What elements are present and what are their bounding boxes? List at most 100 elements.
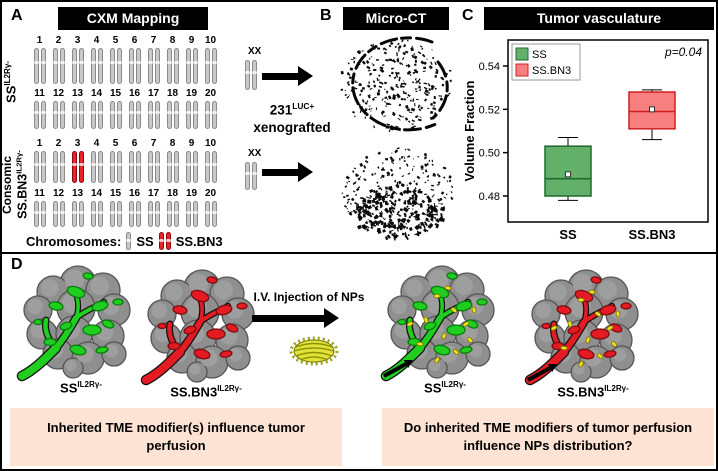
chromosome-number: 15	[109, 188, 122, 199]
panel-d-letter: D	[11, 256, 23, 273]
np-stripe	[293, 347, 335, 352]
vessel-patch	[455, 300, 473, 312]
chromosome-pair-17	[147, 201, 160, 227]
vessel-patch	[446, 272, 458, 280]
chromosome-gray	[90, 201, 96, 227]
caption-left: Inherited TME modifier(s) influence tumo…	[10, 408, 342, 466]
chromosome-number: 5	[112, 138, 119, 149]
group2-strain-label: SS.BN3IL2Rγ-	[14, 150, 30, 219]
np-stripe	[295, 342, 333, 348]
vessel-patch	[66, 285, 86, 299]
chromosome-number: 13	[71, 88, 84, 99]
vessel-patch	[206, 276, 218, 284]
chromosome-pair-10	[204, 151, 217, 183]
nanoparticle	[444, 285, 452, 291]
chromosome-pair-6	[128, 151, 141, 183]
vessel-patch	[112, 298, 124, 306]
chromosome-number: 19	[185, 188, 198, 199]
chromosome-pair-13	[71, 101, 84, 129]
group1-strain-label: SSIL2Rγ-	[3, 61, 19, 103]
chromosome-column-1: 1	[30, 138, 49, 183]
vessel-patch	[193, 348, 211, 360]
chromosome-gray	[135, 151, 141, 183]
vessel-patch	[603, 350, 617, 358]
chromosome-gray	[40, 101, 46, 129]
vessel-patch	[33, 318, 43, 326]
chromosome-column-18: 18	[163, 188, 182, 227]
vessel-patch	[43, 337, 57, 347]
chromosome-pair-14	[90, 101, 103, 129]
chromosome-pair-2	[52, 48, 65, 84]
nanoparticle	[550, 325, 558, 331]
chromosome-column-14: 14	[87, 88, 106, 129]
xenograft-text: 231LUC+ xenografted	[253, 101, 331, 135]
chromosome-number: 16	[128, 188, 141, 199]
chromosome-gray	[90, 151, 96, 183]
chromosome-gray	[211, 151, 217, 183]
chromosome-gray	[154, 101, 160, 129]
vessel-patch	[590, 276, 602, 284]
tumor-lobule-highlight	[189, 364, 201, 375]
chromosome-number: 1	[36, 35, 43, 46]
section-divider	[2, 252, 716, 254]
chromosome-column-1: 1	[30, 35, 49, 84]
chromosome-number: 10	[204, 138, 217, 149]
legend-swatch-SS	[515, 47, 529, 61]
chromosome-gray	[40, 151, 46, 183]
microct-image-top	[340, 36, 453, 132]
chromosome-gray	[166, 48, 172, 84]
arrow-head-icon	[298, 162, 313, 182]
tumor-lobule-highlight	[41, 279, 59, 297]
chromosome-pair-6	[128, 48, 141, 84]
chromosome-column-17: 17	[144, 88, 163, 129]
chromosome-pair-13	[71, 201, 84, 227]
xx-label-g2: XX	[248, 148, 262, 159]
legend-label: SS.BN3	[532, 65, 571, 77]
chromosome-pair-20	[204, 101, 217, 129]
chromosome-gray	[211, 48, 217, 84]
injection-arrow	[252, 308, 339, 328]
tumor-lobule-highlight	[188, 273, 209, 294]
chromosome-pair-16	[128, 201, 141, 227]
chromosome-gray	[154, 151, 160, 183]
chromosome-pair-7	[147, 151, 160, 183]
chromosome-column-8: 8	[163, 35, 182, 84]
chromosome-gray	[147, 201, 153, 227]
chromosome-gray	[116, 201, 122, 227]
chromosome-column-12: 12	[49, 88, 68, 129]
chromosome-pair-12	[52, 201, 65, 227]
chromosome-column-5: 5	[106, 35, 125, 84]
chromosome-gray	[97, 48, 103, 84]
p-value-annotation: p=0.04	[664, 45, 702, 59]
chromosome-pair-3	[71, 151, 84, 183]
chromosome-pair-5	[109, 48, 122, 84]
panel-a-title: CXM Mapping	[58, 7, 208, 30]
arrow-head-icon	[324, 308, 339, 328]
chromosome-column-7: 7	[144, 35, 163, 84]
vessel-patch	[590, 328, 610, 340]
chromosome-number: 11	[34, 188, 45, 199]
chromosome-number: 6	[131, 35, 138, 46]
chromosome-pair-11	[33, 101, 46, 129]
y-axis-title: Volume Fraction	[462, 81, 477, 182]
chromosome-pair-15	[109, 201, 122, 227]
y-tick-label: 0.54	[479, 61, 500, 73]
vessel-patch	[206, 328, 226, 340]
vessel-patch	[157, 322, 167, 330]
nanoparticle	[560, 345, 568, 351]
chromosome-pair-1	[33, 151, 46, 183]
tumor-lobule-highlight	[535, 302, 551, 319]
chromosome-red	[165, 232, 171, 250]
chromosome-gray	[116, 151, 122, 183]
chromosome-gray	[135, 48, 141, 84]
nanoparticle	[450, 307, 458, 313]
chromosome-column-10: 10	[201, 35, 220, 84]
chromosome-column-16: 16	[125, 88, 144, 129]
chromosome-number: 18	[166, 88, 179, 99]
chromosome-red	[158, 232, 164, 250]
vessel-patch	[236, 302, 248, 310]
chromosome-pair-10	[204, 48, 217, 84]
nanoparticle	[588, 289, 596, 295]
tumor-lobule-highlight	[572, 273, 593, 294]
vessel-patch	[95, 346, 109, 354]
